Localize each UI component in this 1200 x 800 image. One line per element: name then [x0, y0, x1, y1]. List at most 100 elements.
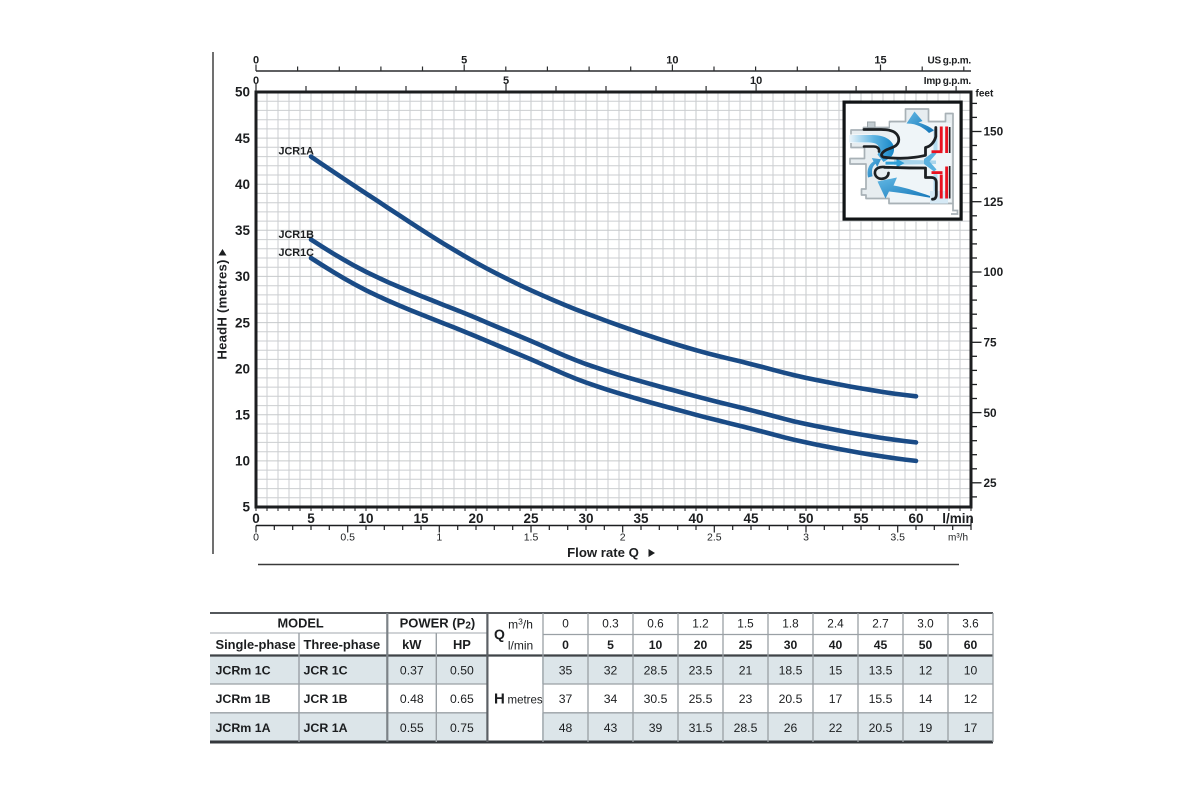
svg-text:15: 15: [413, 511, 429, 526]
svg-text:55: 55: [853, 511, 869, 526]
svg-text:0: 0: [253, 55, 259, 67]
svg-text:15: 15: [829, 663, 843, 677]
svg-text:25.5: 25.5: [689, 692, 713, 706]
svg-text:JCR 1B: JCR 1B: [304, 692, 348, 706]
svg-text:50: 50: [798, 511, 813, 526]
svg-text:5: 5: [607, 638, 614, 652]
svg-text:25: 25: [984, 476, 998, 490]
svg-text:MODEL: MODEL: [277, 616, 323, 631]
svg-text:34: 34: [604, 692, 618, 706]
svg-text:15: 15: [874, 55, 886, 67]
svg-text:1.8: 1.8: [782, 617, 799, 631]
svg-text:0: 0: [252, 511, 260, 526]
svg-text:45: 45: [235, 131, 251, 146]
svg-text:23: 23: [739, 692, 753, 706]
svg-text:m3/h: m3/h: [508, 616, 533, 631]
svg-text:JCRm 1C: JCRm 1C: [216, 663, 271, 677]
svg-text:35: 35: [235, 223, 251, 238]
svg-text:US g.p.m.: US g.p.m.: [927, 56, 971, 67]
svg-text:20: 20: [694, 638, 708, 652]
svg-text:1.5: 1.5: [737, 617, 754, 631]
svg-text:Three-phase: Three-phase: [304, 637, 381, 652]
svg-text:20: 20: [468, 511, 483, 526]
svg-text:5: 5: [242, 500, 250, 515]
svg-text:150: 150: [984, 125, 1004, 139]
svg-text:45: 45: [743, 511, 759, 526]
svg-text:0.6: 0.6: [647, 617, 664, 631]
svg-text:JCR1C: JCR1C: [279, 247, 315, 259]
svg-text:35: 35: [633, 511, 649, 526]
svg-text:14: 14: [919, 692, 933, 706]
svg-text:20.5: 20.5: [779, 692, 803, 706]
svg-text:48: 48: [559, 721, 573, 735]
svg-text:Single-phase: Single-phase: [216, 637, 296, 652]
svg-text:l/min: l/min: [508, 639, 533, 653]
svg-text:0: 0: [253, 532, 259, 544]
svg-text:3: 3: [803, 532, 809, 544]
svg-text:JCR1B: JCR1B: [279, 229, 315, 241]
svg-text:30.5: 30.5: [644, 692, 668, 706]
svg-text:2.7: 2.7: [872, 617, 888, 631]
svg-text:30: 30: [235, 269, 250, 284]
svg-text:POWER (P2): POWER (P2): [400, 616, 476, 632]
svg-text:30: 30: [578, 511, 593, 526]
svg-text:HP: HP: [453, 637, 471, 652]
svg-text:15.5: 15.5: [869, 692, 893, 706]
svg-text:0.65: 0.65: [450, 692, 474, 706]
svg-text:10: 10: [666, 55, 678, 67]
svg-text:JCRm 1A: JCRm 1A: [216, 721, 271, 735]
svg-text:25: 25: [739, 638, 753, 652]
svg-text:H: H: [494, 691, 505, 708]
svg-text:39: 39: [649, 721, 663, 735]
svg-text:20: 20: [235, 361, 250, 376]
svg-text:feet: feet: [976, 89, 994, 100]
svg-text:0.3: 0.3: [602, 617, 619, 631]
svg-text:40: 40: [829, 638, 843, 652]
svg-text:Q: Q: [494, 626, 505, 642]
svg-text:2: 2: [620, 532, 626, 544]
svg-text:0: 0: [562, 617, 569, 631]
svg-text:13.5: 13.5: [869, 663, 893, 677]
svg-text:25: 25: [523, 511, 539, 526]
svg-text:2.5: 2.5: [707, 532, 722, 544]
svg-text:18.5: 18.5: [779, 663, 803, 677]
svg-text:10: 10: [750, 75, 762, 87]
svg-text:0.50: 0.50: [450, 663, 474, 677]
svg-text:28.5: 28.5: [644, 663, 668, 677]
svg-text:5: 5: [503, 75, 509, 87]
svg-text:125: 125: [984, 195, 1004, 209]
svg-text:2.4: 2.4: [827, 617, 844, 631]
svg-text:17: 17: [829, 692, 843, 706]
svg-text:37: 37: [559, 692, 573, 706]
svg-text:60: 60: [964, 638, 978, 652]
svg-text:25: 25: [235, 315, 251, 330]
svg-text:50: 50: [919, 638, 933, 652]
svg-text:12: 12: [964, 692, 978, 706]
svg-text:30: 30: [784, 638, 798, 652]
svg-text:JCR1A: JCR1A: [279, 146, 315, 158]
svg-text:0.48: 0.48: [400, 692, 424, 706]
svg-text:26: 26: [784, 721, 798, 735]
svg-text:32: 32: [604, 663, 618, 677]
svg-text:45: 45: [874, 638, 888, 652]
svg-text:75: 75: [984, 336, 998, 350]
svg-text:0.5: 0.5: [340, 532, 355, 544]
svg-text:0: 0: [562, 638, 569, 652]
svg-text:3.5: 3.5: [890, 532, 905, 544]
svg-text:35: 35: [559, 663, 573, 677]
svg-text:Flow rate Q: Flow rate Q: [567, 545, 639, 560]
svg-text:1.5: 1.5: [524, 532, 539, 544]
svg-text:17: 17: [964, 721, 978, 735]
svg-text:43: 43: [604, 721, 618, 735]
svg-text:31.5: 31.5: [689, 721, 713, 735]
svg-text:1: 1: [436, 532, 442, 544]
svg-text:50: 50: [235, 85, 250, 100]
svg-text:19: 19: [919, 721, 933, 735]
svg-text:JCR 1C: JCR 1C: [304, 663, 348, 677]
svg-text:10: 10: [235, 454, 250, 469]
svg-text:0.55: 0.55: [400, 721, 424, 735]
svg-text:1.2: 1.2: [692, 617, 708, 631]
svg-text:m³/h: m³/h: [948, 533, 968, 544]
svg-text:5: 5: [307, 511, 315, 526]
svg-text:metres: metres: [508, 695, 543, 707]
